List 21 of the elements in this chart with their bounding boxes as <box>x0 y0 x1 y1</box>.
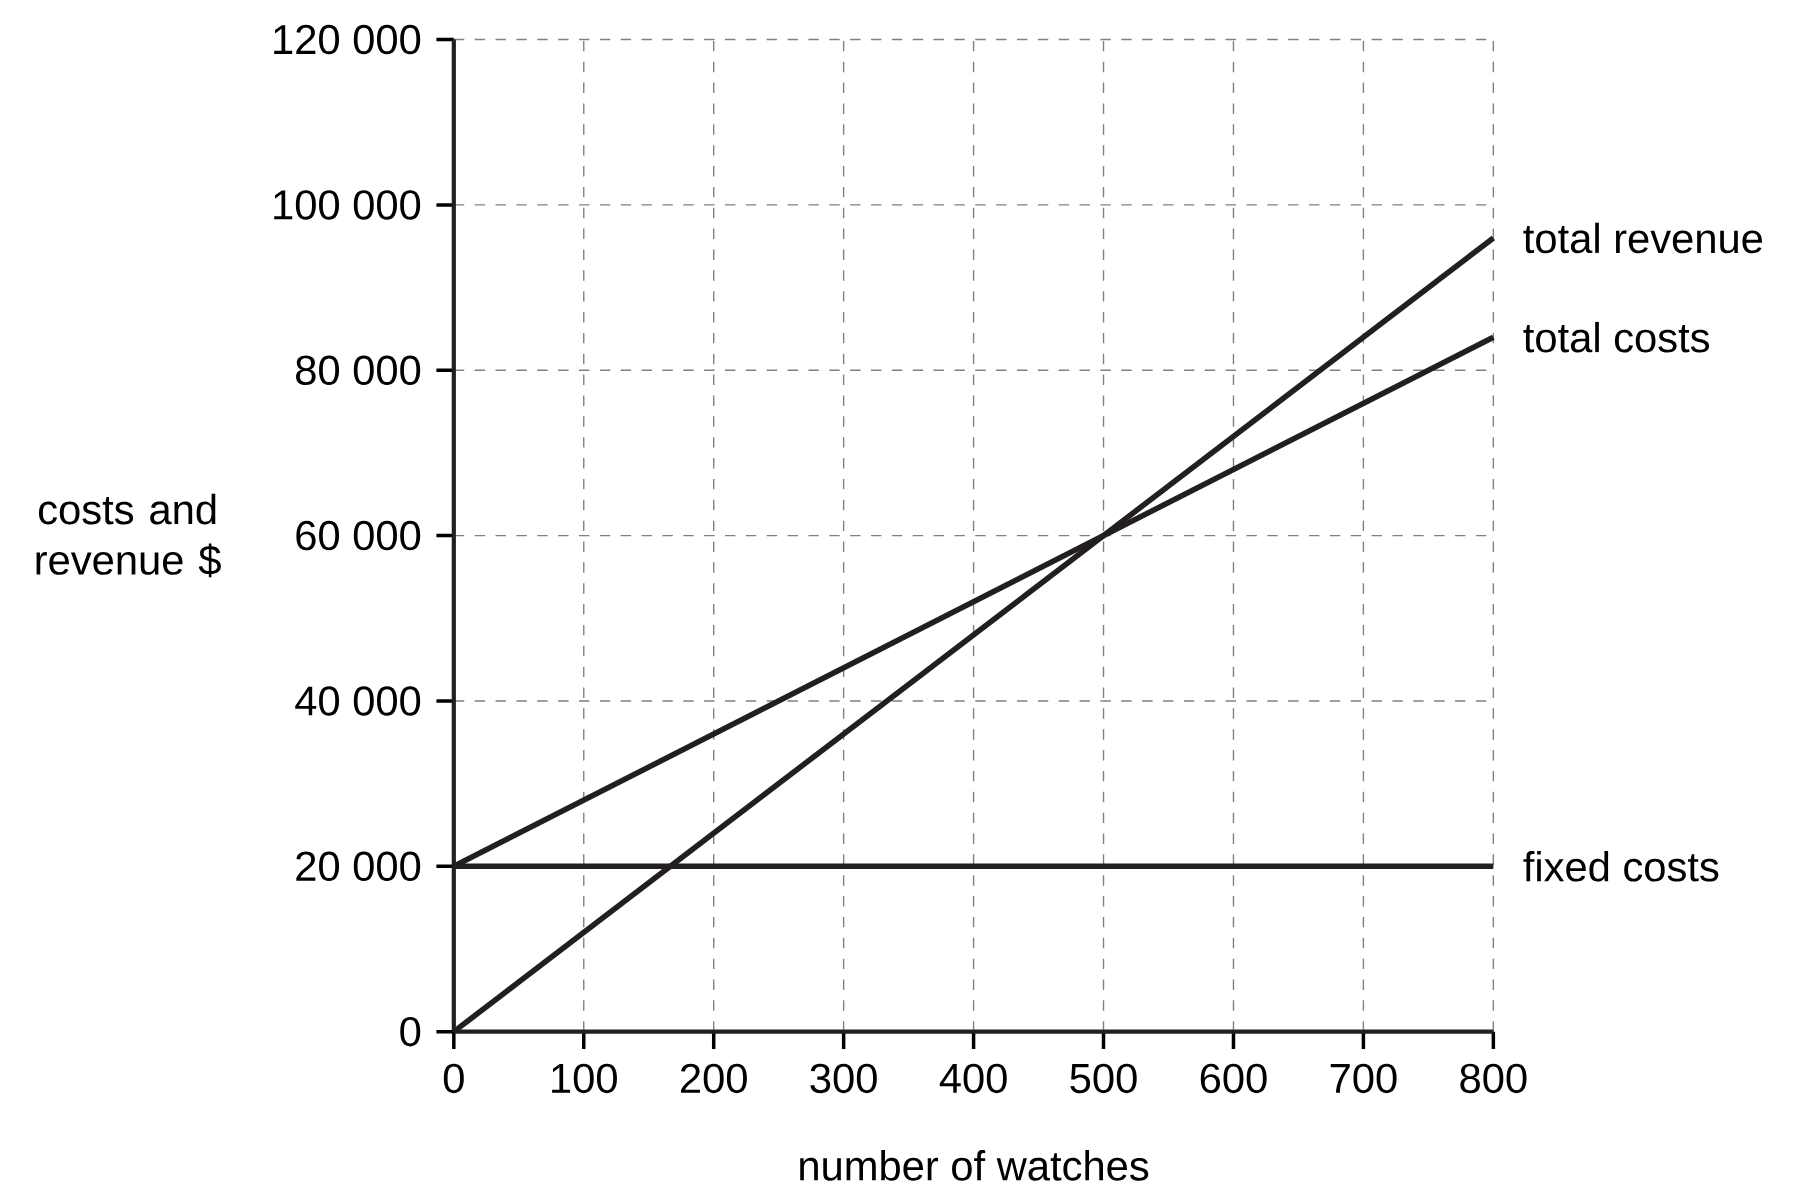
y-tick-label: 80 000 <box>296 355 421 386</box>
y-tick-label: 0 <box>400 1017 421 1047</box>
y-tick-label: 40 000 <box>295 686 421 716</box>
y-tick-label: 20 000 <box>296 851 421 882</box>
x-tick-label: 100 <box>552 1063 617 1094</box>
series-label: fixed costs <box>1523 851 1719 882</box>
x-tick-label: 600 <box>1200 1063 1267 1094</box>
x-tick-label: 800 <box>1460 1063 1527 1094</box>
series-label: total costs <box>1523 322 1710 353</box>
y-tick-label: 100 000 <box>274 190 421 220</box>
x-tick-label: 0 <box>443 1063 464 1094</box>
y-axis-title: costs and revenue $ <box>36 494 221 578</box>
y-tick-label: 60 000 <box>296 521 421 551</box>
x-tick-label: 400 <box>939 1063 1007 1094</box>
x-tick-label: 700 <box>1330 1063 1397 1094</box>
x-tick-label: 300 <box>810 1063 877 1094</box>
x-tick-label: 500 <box>1070 1063 1137 1094</box>
x-tick-label: 200 <box>680 1063 747 1094</box>
series-label: total revenue <box>1523 222 1763 254</box>
x-axis-title: number of watches <box>800 1150 1149 1181</box>
y-tick-label: 120 000 <box>274 25 421 55</box>
